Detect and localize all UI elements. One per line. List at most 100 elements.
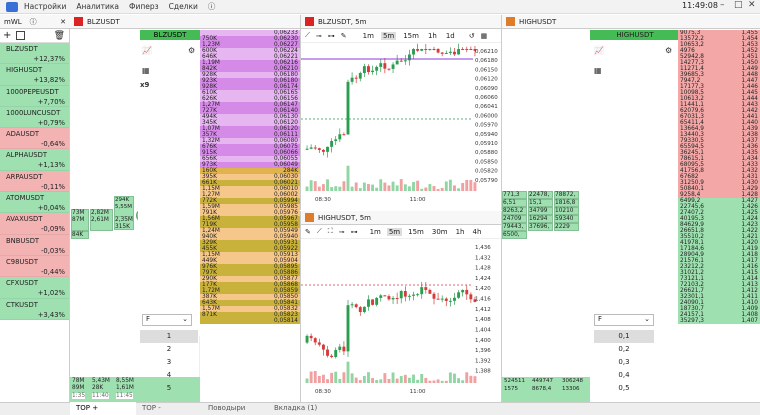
order-book-row[interactable]: 17177,3 1,446 bbox=[678, 84, 760, 90]
order-book-row[interactable]: 387K 0,05850 bbox=[200, 294, 300, 300]
order-book-row[interactable]: 1,57M 0,05832 bbox=[200, 306, 300, 312]
order-book-row[interactable]: 1,72M 0,05859 bbox=[200, 288, 300, 294]
order-book-row[interactable]: 67682 1,431 bbox=[678, 174, 760, 180]
timeframe-tab[interactable]: 1m bbox=[362, 31, 374, 40]
order-book-row[interactable]: 1,19M 0,06216 bbox=[200, 60, 300, 66]
watchlist-item[interactable]: HIGHUSDT +13,82% bbox=[0, 64, 69, 86]
order-book-row[interactable]: 928K 0,06174 bbox=[200, 84, 300, 90]
order-book-row[interactable]: 18730,7 1,409 bbox=[678, 306, 760, 312]
order-book-row[interactable]: 626K 0,06156 bbox=[200, 96, 300, 102]
order-book-row[interactable]: 177K 0,05868 bbox=[200, 282, 300, 288]
order-book-row[interactable]: 10613,2 1,444 bbox=[678, 96, 760, 102]
watchlist-item[interactable]: ALPHAUSDT +1,13% bbox=[0, 149, 69, 171]
order-book-row[interactable]: 13664,9 1,439 bbox=[678, 126, 760, 132]
order-book-row[interactable]: 1,24M 0,05949 bbox=[200, 228, 300, 234]
order-book-row[interactable]: 656K 0,06055 bbox=[200, 156, 300, 162]
close-icon[interactable]: ✕ bbox=[60, 17, 66, 26]
high-order-book[interactable]: 9075,3 1,455 13572,2 1,454 10653,2 1,453 4976 1… bbox=[678, 30, 760, 402]
tab-top-plus[interactable]: TOP + bbox=[70, 402, 136, 415]
order-book-row[interactable]: 26621,7 1,412 bbox=[678, 288, 760, 294]
gear-icon[interactable]: ⚙ bbox=[665, 46, 673, 55]
order-book-row[interactable]: 68095,5 1,433 bbox=[678, 162, 760, 168]
order-book-row[interactable]: 1,23M 0,06227 bbox=[200, 42, 300, 48]
order-book-row[interactable]: 494K 0,06130 bbox=[200, 114, 300, 120]
order-book-row[interactable]: 79330,5 1,437 bbox=[678, 138, 760, 144]
order-book-row[interactable]: 727K 0,06140 bbox=[200, 108, 300, 114]
scale-option[interactable]: 4 bbox=[166, 371, 172, 379]
order-book-row[interactable]: 28904,9 1,418 bbox=[678, 252, 760, 258]
order-book-row[interactable]: 62079,6 1,442 bbox=[678, 108, 760, 114]
chart-icon[interactable]: 📈 bbox=[594, 46, 604, 55]
watchlist-item[interactable]: CFXUSDT +1,02% bbox=[0, 277, 69, 299]
order-book-row[interactable]: 940K 0,05940 bbox=[200, 234, 300, 240]
order-book-row[interactable]: 23212,2 1,416 bbox=[678, 264, 760, 270]
order-book-row[interactable]: 928K 0,06180 bbox=[200, 72, 300, 78]
order-book-row[interactable]: 67031,3 1,441 bbox=[678, 114, 760, 120]
scale-option[interactable]: 0,4 bbox=[618, 371, 630, 379]
add-icon[interactable]: + bbox=[3, 30, 12, 41]
order-book-row[interactable]: 1,56M 0,05967 bbox=[200, 216, 300, 222]
order-book-row[interactable]: 915K 0,06066 bbox=[200, 150, 300, 156]
order-book-row[interactable]: 750K 0,06230 bbox=[200, 36, 300, 42]
order-book-row[interactable]: 31250,9 1,430 bbox=[678, 180, 760, 186]
order-book-row[interactable]: 357K 0,06111 bbox=[200, 132, 300, 138]
scale-option[interactable]: 5 bbox=[166, 384, 172, 392]
order-book-row[interactable]: 9258,4 1,428 bbox=[678, 192, 760, 198]
order-book-row[interactable]: 24157,1 1,408 bbox=[678, 312, 760, 318]
timeframe-tab[interactable]: 5m bbox=[386, 227, 403, 236]
blz-cluster-tab[interactable]: BLZUSDT bbox=[140, 30, 200, 40]
order-book-row[interactable]: 923K 0,06180 bbox=[200, 78, 300, 84]
order-book-row[interactable]: 643K 0,05841 bbox=[200, 300, 300, 306]
minimize-icon[interactable]: – bbox=[720, 0, 725, 10]
watchlist-item[interactable]: ADAUSDT -0,64% bbox=[0, 128, 69, 150]
blz-order-book[interactable]: 0,06233 750K 0,06230 1,23M 0,06227 600K 0,0622… bbox=[200, 30, 300, 402]
timeframe-tab[interactable]: 1h bbox=[427, 31, 437, 40]
hline-icon[interactable]: ⊶ bbox=[350, 227, 358, 236]
timeframe-tab[interactable]: 1h bbox=[455, 227, 465, 236]
hline-icon[interactable]: ⊶ bbox=[327, 31, 335, 40]
order-book-row[interactable]: 17184,6 1,419 bbox=[678, 246, 760, 252]
order-book-row[interactable]: 772K 0,05994 bbox=[200, 198, 300, 204]
order-book-row[interactable]: 11271,4 1,449 bbox=[678, 66, 760, 72]
help-icon[interactable]: ⓘ bbox=[29, 17, 37, 26]
scale-option[interactable]: 2 bbox=[166, 345, 172, 353]
order-book-row[interactable]: 10653,2 1,453 bbox=[678, 42, 760, 48]
timeframe-tab[interactable]: 30m bbox=[431, 227, 448, 236]
order-book-row[interactable]: 1,32M 0,06080 bbox=[200, 138, 300, 144]
order-book-row[interactable]: 973K 0,06049 bbox=[200, 162, 300, 168]
watchlist-item[interactable]: 1000PEPEUSDT +7,70% bbox=[0, 85, 69, 107]
watchlist-item[interactable]: 1000LUNCUSDT +0,79% bbox=[0, 106, 69, 129]
order-book-row[interactable]: 9075,3 1,455 bbox=[678, 30, 760, 36]
order-book-row[interactable]: 610K 0,06165 bbox=[200, 90, 300, 96]
order-book-row[interactable]: 31021,2 1,415 bbox=[678, 270, 760, 276]
scale-option[interactable]: 3 bbox=[166, 358, 172, 366]
order-book-row[interactable]: 661K 0,06021 bbox=[200, 180, 300, 186]
watchlist-item[interactable]: ARPAUSDT -0,11% bbox=[0, 170, 69, 193]
order-book-row[interactable]: 22745,6 1,426 bbox=[678, 204, 760, 210]
watchlist-item[interactable]: C98USDT -0,44% bbox=[0, 255, 69, 278]
watchlist-item[interactable]: AVAXUSDT -0,09% bbox=[0, 213, 69, 235]
order-book-row[interactable]: 455K 0,05922 bbox=[200, 246, 300, 252]
chart-icon[interactable]: 📈 bbox=[142, 46, 152, 55]
trendline-icon[interactable]: ⟋ bbox=[305, 31, 310, 39]
order-book-row[interactable]: 36245,1 1,435 bbox=[678, 150, 760, 156]
grid-icon[interactable]: ▦ bbox=[142, 66, 150, 75]
order-book-row[interactable]: 78615,1 1,434 bbox=[678, 156, 760, 162]
scale-select[interactable]: F ⌄ bbox=[142, 314, 192, 326]
order-book-row[interactable]: 10098,5 1,445 bbox=[678, 90, 760, 96]
trash-icon[interactable]: 🗑 bbox=[53, 30, 65, 41]
order-book-row[interactable]: 160K 284K bbox=[200, 168, 300, 174]
scale-option[interactable]: 0,1 bbox=[594, 330, 654, 343]
timeframe-tab[interactable]: 4h bbox=[472, 227, 482, 236]
help-icon[interactable]: ⓘ bbox=[207, 2, 216, 11]
order-book-row[interactable]: 600K 0,06224 bbox=[200, 48, 300, 54]
layout-icon[interactable] bbox=[16, 31, 26, 40]
close-icon[interactable]: ✕ bbox=[748, 0, 756, 10]
scale-option[interactable]: 0,2 bbox=[618, 345, 630, 353]
order-book-row[interactable]: 6499,2 1,427 bbox=[678, 198, 760, 204]
order-book-row[interactable]: 39685,3 1,448 bbox=[678, 72, 760, 78]
order-book-row[interactable]: 11441,1 1,443 bbox=[678, 102, 760, 108]
order-book-row[interactable]: 27407,2 1,425 bbox=[678, 210, 760, 216]
order-book-row[interactable]: 842K 0,06210 bbox=[200, 66, 300, 72]
order-book-row[interactable]: 24090,1 1,410 bbox=[678, 300, 760, 306]
